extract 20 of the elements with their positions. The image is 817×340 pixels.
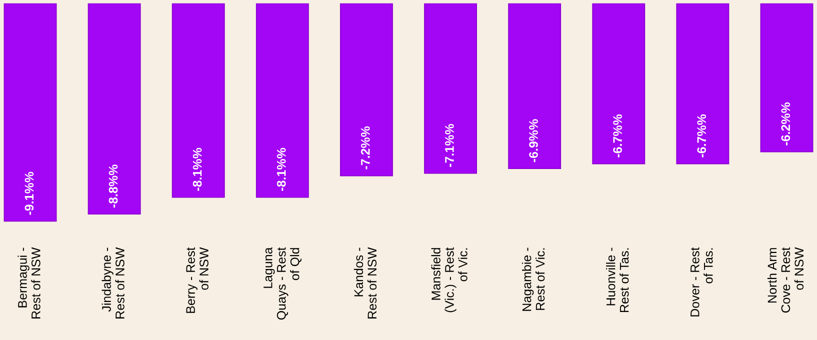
data-label: -8.8%% (108, 164, 118, 208)
data-label: -7.1%% (445, 124, 454, 167)
x-tick-label: Kandos - Rest of NSW (354, 247, 377, 318)
x-tick-label: North Arm Cove - Rest of NSW (767, 247, 804, 313)
x-tick-label: Nagambie - Rest of Vic. (522, 248, 545, 311)
data-label: -8.1%% (276, 148, 286, 191)
data-label: -7.2%% (360, 126, 370, 170)
data-label: -6.2%% (781, 102, 790, 146)
x-tick-label: Dover - Rest of Tas. (690, 247, 713, 316)
x-tick-label: Bermagui - Rest of NSW (18, 247, 40, 318)
data-label: -6.9%% (529, 119, 538, 162)
data-label: -8.1%% (192, 148, 202, 191)
x-tick-label: Jindabyne - Rest of NSW (102, 247, 124, 318)
x-tick-label: Mansfield (Vic.) - Rest of Vic. (431, 247, 468, 312)
data-label: -9.1%% (24, 172, 34, 215)
data-label: -6.7%% (613, 114, 622, 158)
x-tick-label: Huonville - Rest of Tas. (606, 248, 629, 312)
data-label: -6.7%% (697, 114, 706, 158)
x-tick-label: Berry - Rest of NSW (186, 247, 208, 313)
x-tick-label: Laguna Quays - Rest of Qld (264, 247, 302, 320)
